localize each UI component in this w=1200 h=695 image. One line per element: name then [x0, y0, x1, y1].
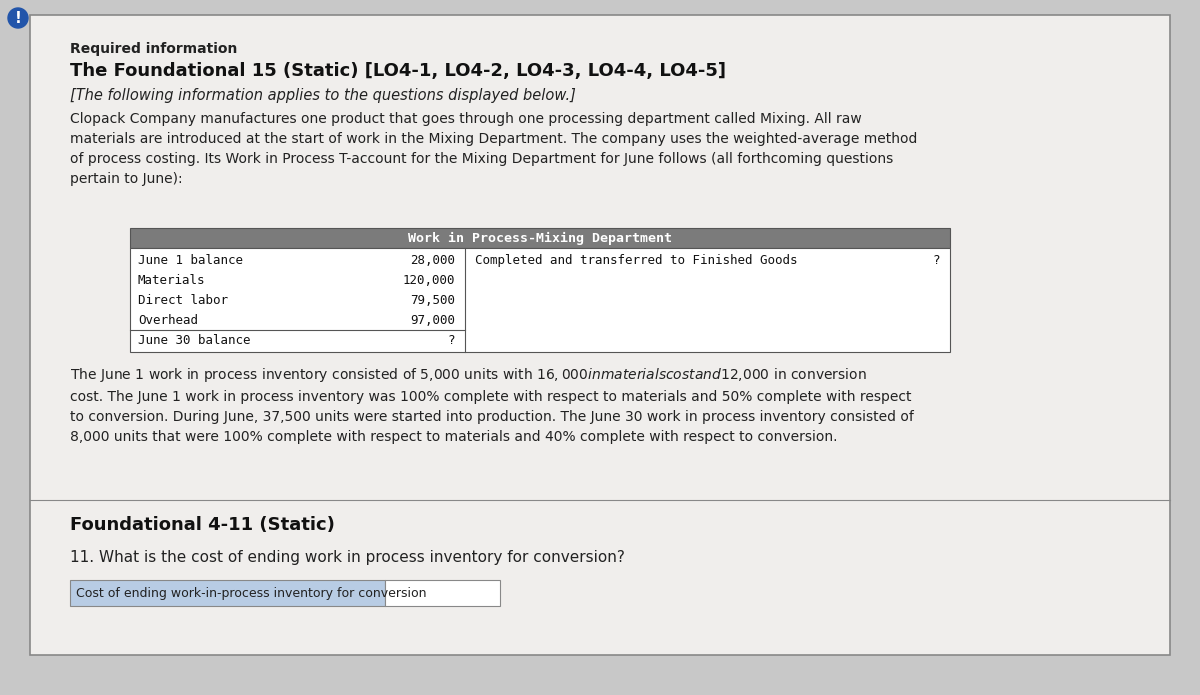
- Text: !: !: [14, 10, 22, 26]
- Text: The June 1 work in process inventory consisted of 5,000 units with $16,000 in ma: The June 1 work in process inventory con…: [70, 366, 914, 444]
- Text: 97,000: 97,000: [410, 313, 455, 327]
- Text: Overhead: Overhead: [138, 313, 198, 327]
- Text: ?: ?: [932, 254, 940, 266]
- FancyBboxPatch shape: [70, 580, 385, 606]
- Text: June 30 balance: June 30 balance: [138, 334, 251, 347]
- FancyBboxPatch shape: [30, 15, 1170, 655]
- Text: 28,000: 28,000: [410, 254, 455, 266]
- Text: Work in Process-Mixing Department: Work in Process-Mixing Department: [408, 231, 672, 245]
- Text: 120,000: 120,000: [402, 274, 455, 286]
- Text: Required information: Required information: [70, 42, 238, 56]
- FancyBboxPatch shape: [130, 248, 950, 352]
- Text: Clopack Company manufactures one product that goes through one processing depart: Clopack Company manufactures one product…: [70, 112, 917, 186]
- Text: Materials: Materials: [138, 274, 205, 286]
- Text: Direct labor: Direct labor: [138, 293, 228, 306]
- Text: Cost of ending work-in-process inventory for conversion: Cost of ending work-in-process inventory…: [76, 587, 426, 600]
- FancyBboxPatch shape: [130, 228, 950, 248]
- FancyBboxPatch shape: [385, 580, 500, 606]
- Text: 11. What is the cost of ending work in process inventory for conversion?: 11. What is the cost of ending work in p…: [70, 550, 625, 565]
- Text: June 1 balance: June 1 balance: [138, 254, 242, 266]
- Text: 79,500: 79,500: [410, 293, 455, 306]
- Text: ?: ?: [448, 334, 455, 347]
- Text: Completed and transferred to Finished Goods: Completed and transferred to Finished Go…: [475, 254, 798, 266]
- Circle shape: [8, 8, 28, 28]
- Text: Foundational 4-11 (Static): Foundational 4-11 (Static): [70, 516, 335, 534]
- Text: The Foundational 15 (Static) [LO4-1, LO4-2, LO4-3, LO4-4, LO4-5]: The Foundational 15 (Static) [LO4-1, LO4…: [70, 62, 726, 80]
- Text: [The following information applies to the questions displayed below.]: [The following information applies to th…: [70, 88, 576, 103]
